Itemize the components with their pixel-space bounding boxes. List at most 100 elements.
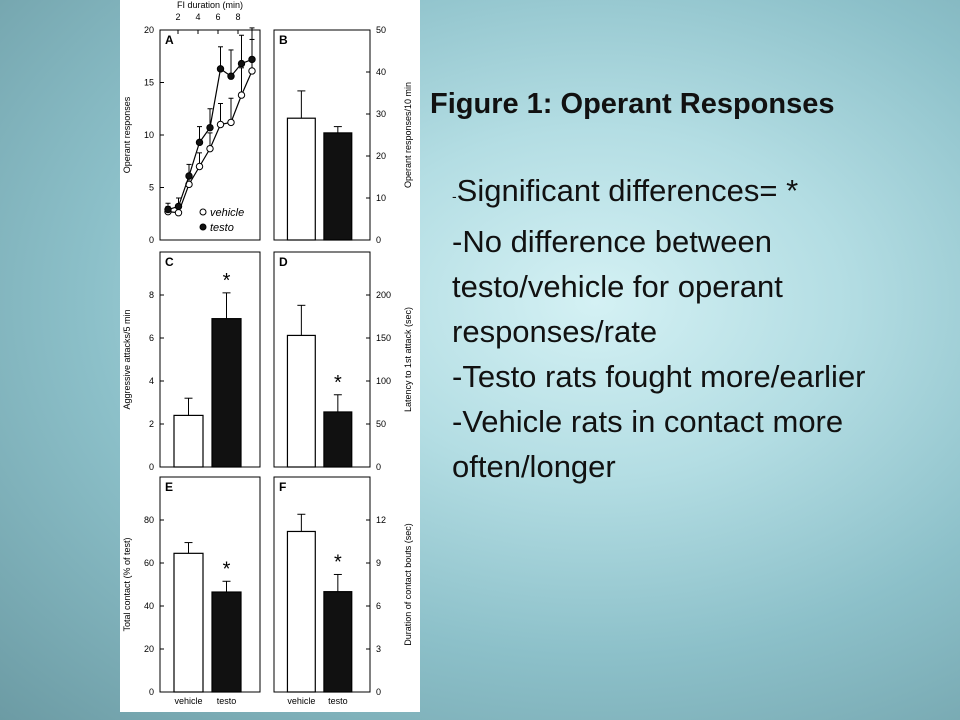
top-tick-label: 8 (235, 12, 240, 22)
legend-label-testo: testo (210, 222, 234, 234)
y-tick-label: 60 (144, 558, 154, 568)
legend-label-vehicle: vehicle (210, 207, 244, 219)
panel-letter-e: E (165, 480, 173, 494)
y-tick-label: 80 (144, 515, 154, 525)
data-point-vehicle (248, 67, 256, 75)
y-tick-label: 0 (149, 687, 154, 697)
y-tick-label: 5 (149, 183, 154, 193)
significance-marker: * (334, 372, 342, 394)
significance-marker: * (223, 270, 231, 292)
data-point-vehicle (206, 144, 214, 153)
bar-testo (211, 591, 242, 693)
y-tick-label: 20 (376, 151, 386, 161)
top-tick-label: 2 (175, 12, 180, 22)
legend-marker-testo (199, 223, 207, 231)
y-axis-label: Aggressive attacks/5 min (122, 309, 132, 409)
y-axis-label: Duration of contact bouts (sec) (403, 523, 413, 646)
y-tick-label: 2 (149, 419, 154, 429)
data-point-vehicle (195, 162, 204, 171)
data-point-testo (237, 59, 246, 68)
y-axis-label: Latency to 1st attack (sec) (403, 307, 413, 412)
y-tick-label: 0 (149, 235, 154, 245)
panel-letter-a: A (165, 33, 174, 47)
y-tick-label: 50 (376, 419, 386, 429)
panel-frame-e (159, 476, 261, 693)
bar-vehicle (286, 117, 316, 241)
bar-vehicle (173, 552, 204, 693)
y-tick-label: 40 (376, 67, 386, 77)
data-point-vehicle (174, 209, 183, 217)
y-axis-label: Total contact (% of test) (122, 537, 132, 631)
panel-frame-b (273, 29, 371, 241)
bullet-item-4: -Vehicle rats in contact more often/long… (452, 399, 942, 489)
y-tick-label: 10 (376, 193, 386, 203)
data-point-testo (206, 123, 214, 132)
figure-panel: A 0 5 10 15 20 Operant responses FI duration (m… (120, 0, 420, 712)
y-tick-label: 150 (376, 333, 391, 343)
y-tick-label: 20 (144, 644, 154, 654)
y-tick-label: 0 (149, 462, 154, 472)
y-tick-label: 4 (149, 376, 154, 386)
panel-frame-d (273, 251, 371, 468)
y-tick-label: 0 (376, 687, 381, 697)
y-tick-label: 200 (376, 290, 391, 300)
data-point-testo (185, 172, 193, 180)
bar-vehicle (286, 530, 316, 693)
panel-letter-f: F (279, 480, 286, 494)
bullet-dash: - (452, 188, 457, 204)
y-tick-label: 100 (376, 376, 391, 386)
y-axis-label: Operant responses (122, 96, 132, 173)
panel-letter-c: C (165, 255, 174, 269)
x-category-label: vehicle (174, 696, 202, 706)
bar-testo (211, 318, 242, 468)
x-category-label: testo (328, 696, 348, 706)
y-tick-label: 0 (376, 462, 381, 472)
y-tick-label: 8 (149, 290, 154, 300)
top-axis-label: FI duration (min) (177, 0, 243, 10)
bullet-item-2: -No difference between testo/vehicle for… (452, 219, 942, 354)
bar-testo (323, 591, 353, 693)
y-tick-label: 0 (376, 235, 381, 245)
bullet-text: -No difference between testo/vehicle for… (452, 224, 783, 349)
bar-testo (323, 132, 353, 241)
y-tick-label: 10 (144, 130, 154, 140)
y-tick-label: 15 (144, 78, 154, 88)
data-point-testo (195, 138, 204, 147)
data-point-testo (174, 202, 183, 211)
bullet-text: Significant differences= * (456, 173, 799, 208)
bullet-text: -Testo rats fought more/earlier (452, 359, 866, 394)
bullet-item-3: -Testo rats fought more/earlier (452, 354, 942, 399)
data-point-testo (216, 65, 225, 73)
slide-title: Figure 1: Operant Responses (430, 88, 835, 120)
top-tick-label: 4 (195, 12, 200, 22)
legend-marker-vehicle (199, 208, 207, 216)
data-point-vehicle (227, 118, 235, 127)
data-point-testo (227, 72, 235, 80)
y-tick-label: 30 (376, 109, 386, 119)
y-tick-label: 12 (376, 515, 386, 525)
x-category-label: testo (217, 696, 237, 706)
y-tick-label: 3 (376, 644, 381, 654)
y-tick-label: 20 (144, 25, 154, 35)
bullet-list: -Significant differences= * -No differen… (452, 168, 942, 489)
bar-vehicle (286, 334, 316, 468)
significance-marker: * (334, 551, 342, 573)
bar-testo (323, 411, 353, 468)
bullet-text: -Vehicle rats in contact more often/long… (452, 404, 844, 484)
y-tick-label: 50 (376, 25, 386, 35)
y-tick-label: 40 (144, 601, 154, 611)
data-point-vehicle (237, 91, 246, 99)
y-tick-label: 6 (376, 601, 381, 611)
bullet-item-1: -Significant differences= * (452, 168, 942, 219)
significance-marker: * (223, 558, 231, 580)
panel-frame-c (159, 251, 261, 468)
y-axis-label: Operant responses/10 min (403, 82, 413, 188)
panel-letter-b: B (279, 33, 288, 47)
data-point-testo (164, 205, 172, 214)
bar-vehicle (173, 414, 204, 468)
data-point-testo (248, 55, 256, 64)
data-point-vehicle (216, 120, 225, 129)
x-category-label: vehicle (287, 696, 315, 706)
y-tick-label: 9 (376, 558, 381, 568)
